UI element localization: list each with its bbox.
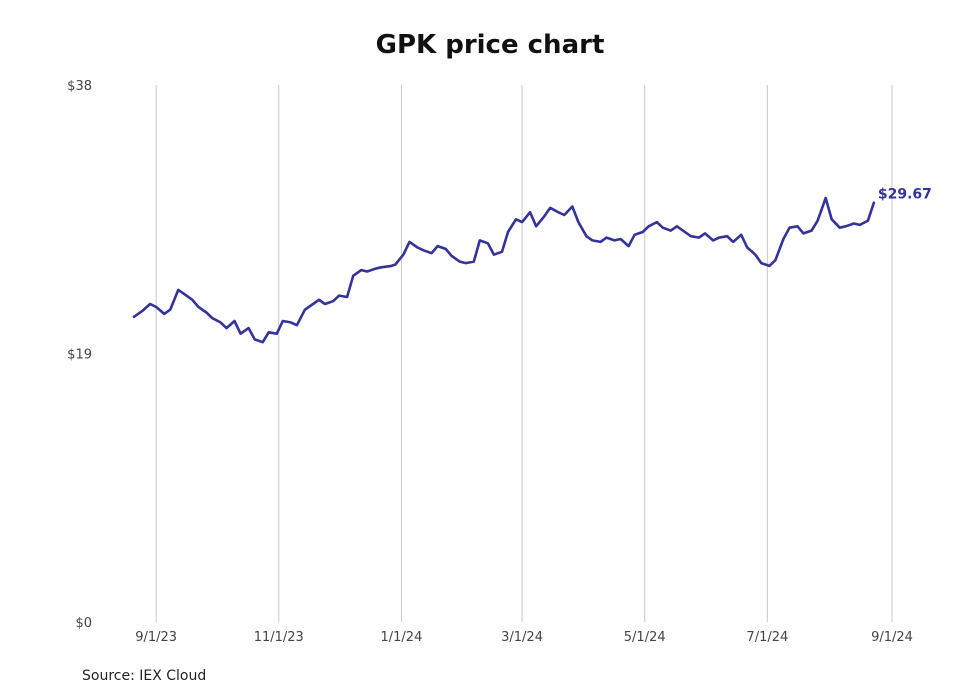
x-tick-label: 11/1/23 bbox=[254, 630, 304, 645]
chart-title: GPK price chart bbox=[375, 30, 605, 60]
x-tick-label: 1/1/24 bbox=[381, 630, 423, 645]
y-tick-label: $38 bbox=[67, 79, 92, 94]
y-tick-label: $19 bbox=[67, 348, 92, 363]
x-tick-label: 5/1/24 bbox=[624, 630, 666, 645]
x-tick-label: 9/1/23 bbox=[135, 630, 177, 645]
price-series-line bbox=[132, 196, 876, 344]
y-tick-label: $0 bbox=[75, 616, 92, 631]
x-tick-label: 9/1/24 bbox=[871, 630, 913, 645]
x-tick-label: 7/1/24 bbox=[746, 630, 788, 645]
x-tick-label: 3/1/24 bbox=[501, 630, 543, 645]
last-price-label: $29.67 bbox=[878, 187, 932, 203]
source-note: Source: IEX Cloud bbox=[82, 668, 207, 684]
